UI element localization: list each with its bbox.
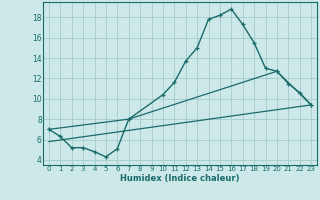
X-axis label: Humidex (Indice chaleur): Humidex (Indice chaleur) <box>120 174 240 183</box>
